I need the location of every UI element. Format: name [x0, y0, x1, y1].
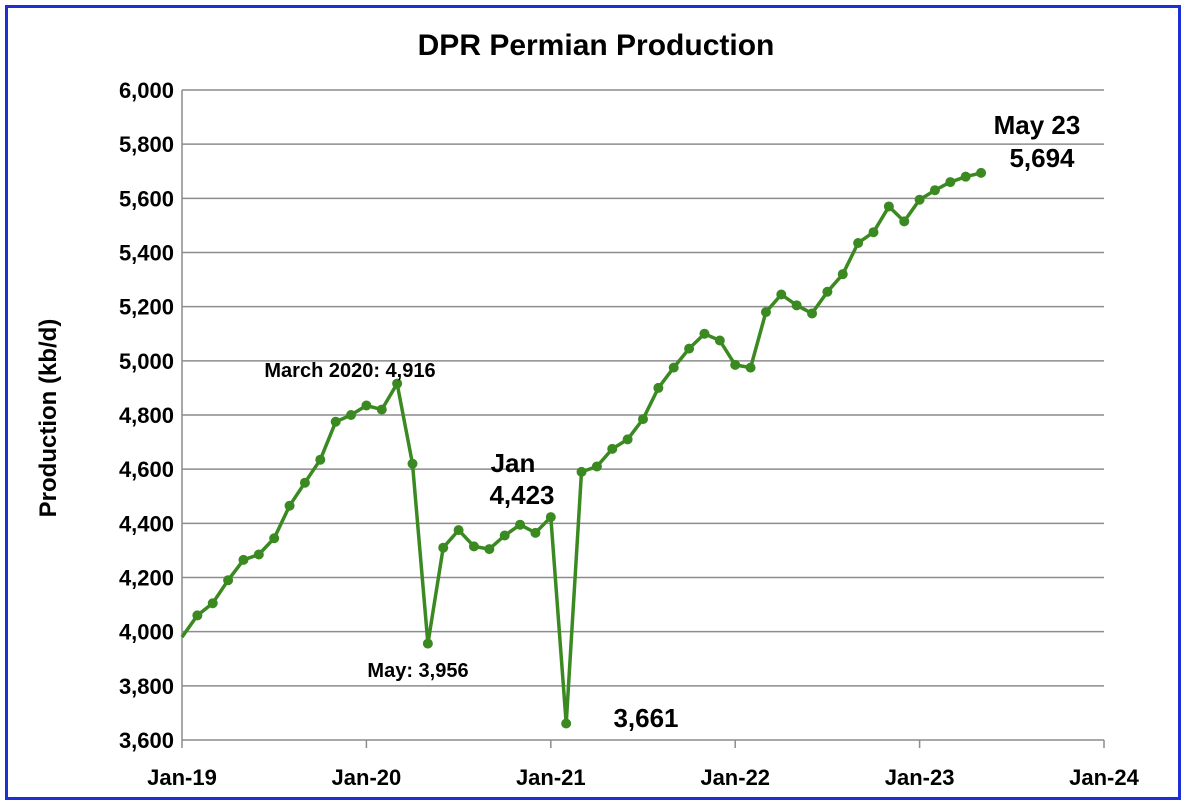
- y-tick-label: 4,800: [119, 403, 174, 428]
- x-tick-label: Jan-19: [147, 765, 217, 790]
- y-tick-label: 5,000: [119, 349, 174, 374]
- data-point: [653, 382, 664, 393]
- data-point: [361, 400, 372, 411]
- data-point: [822, 286, 833, 297]
- data-point: [929, 185, 940, 196]
- data-point: [638, 414, 648, 425]
- data-point: [499, 530, 510, 541]
- data-point: [668, 362, 679, 373]
- data-point: [530, 527, 541, 538]
- annotation-may-2023-label: May 23: [994, 110, 1081, 140]
- y-tick-label: 6,000: [119, 78, 174, 103]
- data-point: [899, 216, 910, 227]
- data-point: [684, 343, 695, 354]
- y-tick-label: 5,600: [119, 186, 174, 211]
- series-production: [180, 167, 987, 729]
- data-point: [561, 718, 572, 729]
- data-point: [422, 638, 433, 649]
- data-point: [192, 610, 203, 621]
- annotation-feb-2021-value: 3,661: [613, 703, 678, 733]
- annotations: March 2020: 4,916 May: 3,956 Jan 4,423 3…: [264, 110, 1080, 733]
- data-point: [945, 177, 956, 188]
- data-point: [392, 378, 403, 389]
- x-tick-label: Jan-20: [332, 765, 402, 790]
- data-point: [607, 443, 618, 454]
- data-point: [315, 454, 326, 465]
- data-point: [207, 598, 218, 609]
- data-point: [253, 549, 264, 560]
- data-point: [223, 575, 234, 586]
- data-point: [776, 289, 787, 300]
- chart-title: DPR Permian Production: [418, 29, 775, 62]
- data-point: [883, 201, 894, 212]
- y-tick-label: 5,400: [119, 241, 174, 266]
- x-tick-label: Jan-24: [1069, 765, 1139, 790]
- data-point: [622, 434, 633, 445]
- data-point: [745, 362, 756, 373]
- y-tick-label: 4,000: [119, 620, 174, 645]
- y-axis-label: Production (kb/d): [35, 319, 62, 518]
- data-point: [269, 533, 280, 544]
- data-point: [330, 416, 341, 427]
- x-tick-label: Jan-21: [516, 765, 586, 790]
- annotation-may-2020: May: 3,956: [367, 660, 468, 682]
- data-point: [238, 554, 249, 565]
- data-point: [438, 542, 449, 553]
- data-point: [807, 308, 818, 319]
- data-point: [545, 512, 556, 523]
- data-point: [868, 227, 879, 238]
- y-tick-label: 4,400: [119, 511, 174, 536]
- data-point: [515, 519, 526, 530]
- data-point: [484, 544, 495, 555]
- data-point: [853, 238, 864, 249]
- data-point: [453, 525, 464, 536]
- data-point: [960, 171, 971, 182]
- annotation-may-2023-value: 5,694: [1009, 143, 1075, 173]
- axes: 3,600 3,800 4,000 4,200 4,400 4,600 4,800 5,000…: [119, 78, 1140, 790]
- data-point: [976, 167, 987, 178]
- data-point: [468, 541, 479, 552]
- data-point: [284, 500, 295, 511]
- y-tick-label: 5,800: [119, 132, 174, 157]
- data-point: [914, 194, 925, 205]
- data-point: [760, 307, 771, 318]
- series-line: [180, 171, 982, 726]
- annotation-jan-2021-label: Jan: [491, 448, 536, 478]
- y-tick-label: 3,800: [119, 674, 174, 699]
- y-tick-label: 4,200: [119, 566, 174, 591]
- data-point: [730, 359, 741, 370]
- data-point: [837, 269, 848, 280]
- data-point: [791, 300, 802, 311]
- x-tick-label: Jan-22: [700, 765, 770, 790]
- x-tick-label: Jan-23: [885, 765, 955, 790]
- y-tick-label: 5,200: [119, 295, 174, 320]
- data-point: [591, 461, 602, 472]
- annotation-jan-2021-value: 4,423: [489, 480, 554, 510]
- data-point: [346, 410, 357, 420]
- data-point: [699, 328, 710, 339]
- y-tick-label: 4,600: [119, 457, 174, 482]
- data-point: [714, 335, 725, 346]
- grid-lines: [182, 89, 1104, 687]
- data-point: [576, 466, 587, 477]
- data-point: [376, 404, 387, 415]
- data-point: [407, 458, 418, 469]
- chart-frame: [5, 5, 1181, 800]
- annotation-march-2020: March 2020: 4,916: [264, 360, 435, 382]
- data-point: [299, 477, 310, 488]
- y-tick-label: 3,600: [119, 728, 174, 753]
